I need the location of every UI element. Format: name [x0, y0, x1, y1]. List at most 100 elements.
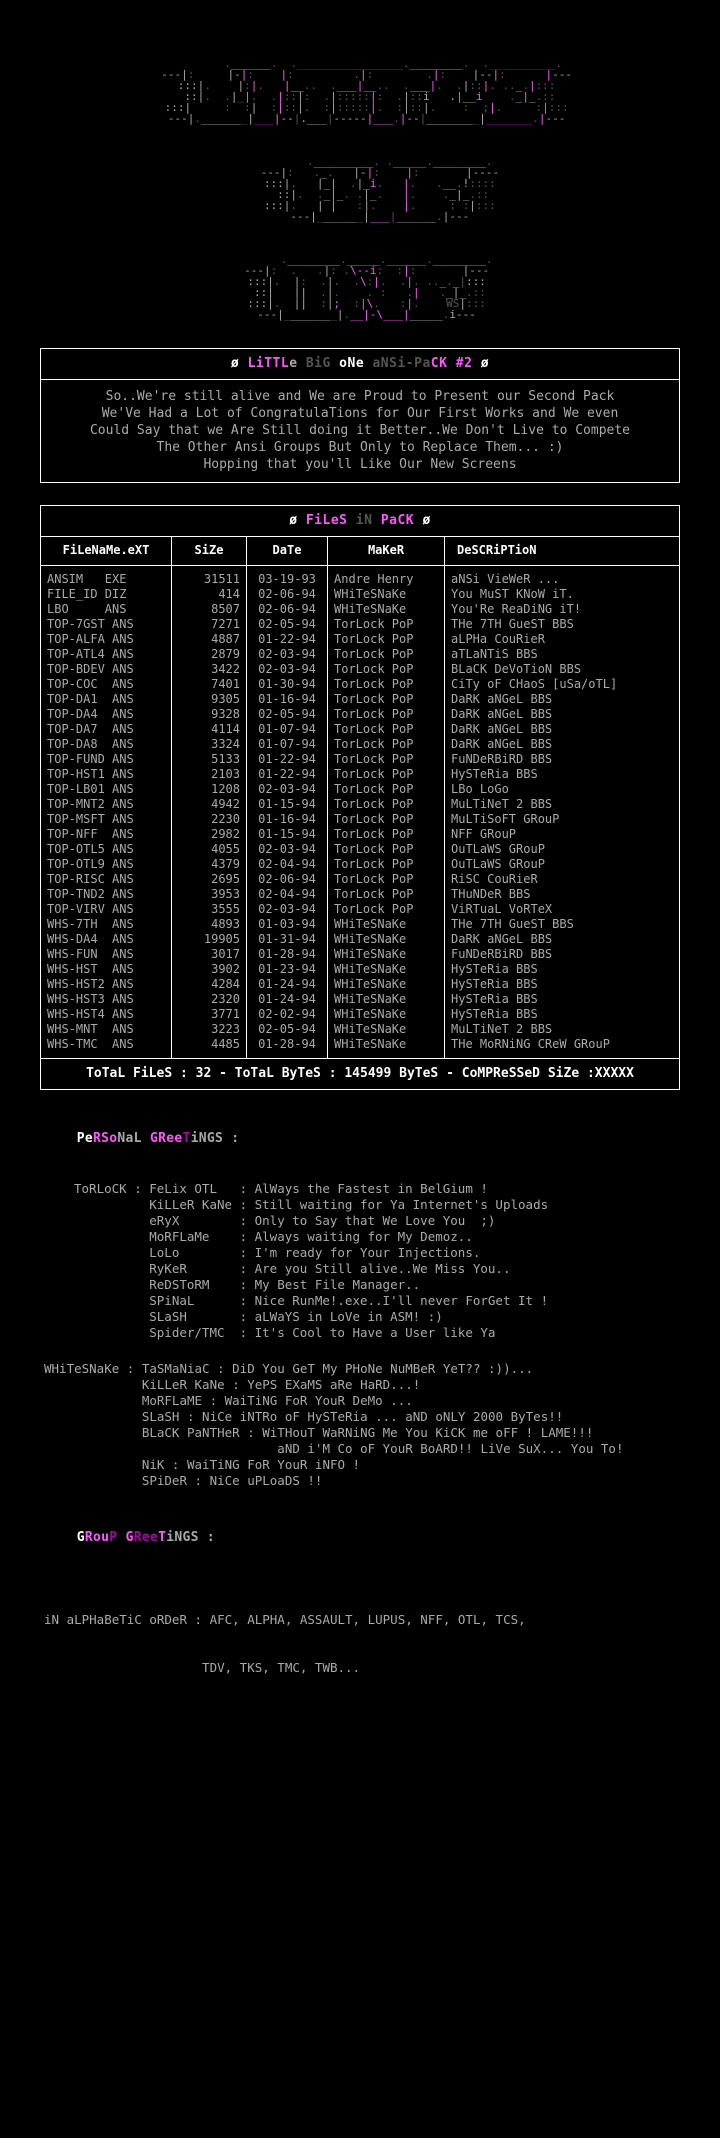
cell-filename: TOP-TND2 ANS — [41, 887, 172, 902]
cell-date: 02-04-94 — [246, 887, 328, 902]
cell-description: MuLTiSoFT GRouP — [451, 812, 560, 826]
table-row[interactable]: WHS-HST ANS 3902 01-23-94 WHiTeSNaKe HySTeRi… — [41, 962, 679, 977]
cell-description: FuNDeRBiRD BBS — [451, 752, 553, 766]
table-row[interactable]: ANSIM EXE 31511 03-19-93 Andre Henry aNSi Vi… — [41, 565, 679, 587]
cell-maker: TorLock PoP — [327, 722, 445, 737]
cell-date: 01-16-94 — [246, 692, 328, 707]
greeting-line: eRyX : Only to Say that We Love You ;) — [74, 1213, 496, 1228]
table-row[interactable]: LBO ANS 8507 02-06-94 WHiTeSNaKe You'Re ReaD… — [41, 602, 679, 617]
table-row[interactable]: WHS-DA4 ANS 19905 01-31-94 WHiTeSNaKe DaRK a… — [41, 932, 679, 947]
cell-date: 01-24-94 — [246, 992, 328, 1007]
group-greetings-section: GRouP GReeTiNGS : iN aLPHaBeTiC oRDeR : … — [0, 1515, 720, 1708]
cell-date: 01-22-94 — [246, 752, 328, 767]
table-row[interactable]: TOP-DA7 ANS 4114 01-07-94 TorLock PoP DaRK a… — [41, 722, 679, 737]
cell-date: 02-03-94 — [246, 782, 328, 797]
cell-date: 01-28-94 — [246, 947, 328, 962]
cell-date: 02-06-94 — [246, 872, 328, 887]
greeting-line: BLaCK PaNTHeR : WiTHouT WaRNiNG Me You K… — [44, 1425, 594, 1440]
cell-date: 02-06-94 — [246, 602, 328, 617]
cell-date: 01-16-94 — [246, 812, 328, 827]
table-row[interactable]: TOP-TND2 ANS 3953 02-04-94 TorLock PoP THuND… — [41, 887, 679, 902]
table-row[interactable]: WHS-FUN ANS 3017 01-28-94 WHiTeSNaKe FuNDeRB… — [41, 947, 679, 962]
cell-maker: TorLock PoP — [327, 872, 445, 887]
table-row[interactable]: TOP-COC ANS 7401 01-30-94 TorLock PoP CiTy o… — [41, 677, 679, 692]
greeting-line: WHiTeSNaKe : TaSMaNiaC : DiD You GeT My … — [44, 1361, 534, 1376]
cell-size: 3902 — [171, 962, 247, 977]
table-row[interactable]: TOP-DA4 ANS 9328 02-05-94 TorLock PoP DaRK a… — [41, 707, 679, 722]
table-row[interactable]: WHS-HST3 ANS 2320 01-24-94 WHiTeSNaKe HySTeR… — [41, 992, 679, 1007]
table-row[interactable]: WHS-HST4 ANS 3771 02-02-94 WHiTeSNaKe HySTeR… — [41, 1007, 679, 1022]
cell-maker: TorLock PoP — [327, 752, 445, 767]
cell-size: 3324 — [171, 737, 247, 752]
gg-head-seg-0: G — [76, 1530, 85, 1545]
table-row[interactable]: WHS-MNT ANS 3223 02-05-94 WHiTeSNaKe MuLTiNe… — [41, 1022, 679, 1037]
table-row[interactable]: TOP-OTL9 ANS 4379 02-04-94 TorLock PoP OuTLa… — [41, 857, 679, 872]
table-row[interactable]: TOP-BDEV ANS 3422 02-03-94 TorLock PoP BLaCK… — [41, 662, 679, 677]
cell-maker: WHiTeSNaKe — [327, 947, 445, 962]
cell-description: MuLTiNeT 2 BBS — [451, 797, 553, 811]
table-row[interactable]: TOP-NFF ANS 2982 01-15-94 TorLock PoP NFF GR… — [41, 827, 679, 842]
ascii-logo-bottom: .________._____.______.________. ---|: .… — [227, 253, 493, 321]
greeting-line: KiLLeR KaNe : Still waiting for Ya Inter… — [74, 1197, 549, 1212]
files-table-body: ANSIM EXE 31511 03-19-93 Andre Henry aNSi Vi… — [41, 565, 679, 1058]
cell-description: DaRK aNGeL BBS — [451, 707, 553, 721]
cell-filename: TOP-DA4 ANS — [41, 707, 172, 722]
cell-date: 02-03-94 — [246, 842, 328, 857]
cell-date: 03-19-93 — [246, 565, 328, 587]
intro-line: So..We're still alive and We are Proud t… — [105, 389, 615, 404]
table-row[interactable]: TOP-FUND ANS 5133 01-22-94 TorLock PoP FuNDe… — [41, 752, 679, 767]
table-row[interactable]: TOP-MNT2 ANS 4942 01-15-94 TorLock PoP MuLTi… — [41, 797, 679, 812]
cell-description: RiSC CouRieR — [451, 872, 538, 886]
table-row[interactable]: TOP-RISC ANS 2695 02-06-94 TorLock PoP RiSC … — [41, 872, 679, 887]
group-greetings-heading: GRouP GReeTiNGS : — [0, 1515, 720, 1560]
cell-description: OuTLaWS GRouP — [451, 842, 545, 856]
cell-maker: WHiTeSNaKe — [327, 587, 445, 602]
cell-description: You MuST KNoW iT. — [451, 587, 574, 601]
table-row[interactable]: FILE_ID DIZ 414 02-06-94 WHiTeSNaKe You MuST… — [41, 587, 679, 602]
cell-date: 02-06-94 — [246, 587, 328, 602]
table-row[interactable]: WHS-7TH ANS 4893 01-03-94 WHiTeSNaKe THe 7TH… — [41, 917, 679, 932]
intro-title-seg-8: ø — [480, 356, 490, 371]
table-row[interactable]: TOP-DA8 ANS 3324 01-07-94 TorLock PoP DaRK a… — [41, 737, 679, 752]
intro-panel: ø LiTTLe BiG oNe aNSi-PaCK #2 ø So..We'r… — [40, 348, 680, 483]
cell-description: DaRK aNGeL BBS — [451, 932, 553, 946]
cell-filename: TOP-COC ANS — [41, 677, 172, 692]
cell-description: CiTy oF CHaoS [uSa/oTL] — [451, 677, 618, 691]
greeting-line: MoRFLaME : WaiTiNG FoR YouR DeMo ... — [44, 1393, 413, 1408]
cell-filename: LBO ANS — [41, 602, 172, 617]
cell-size: 2230 — [171, 812, 247, 827]
table-row[interactable]: TOP-ATL4 ANS 2879 02-03-94 TorLock PoP aTLaN… — [41, 647, 679, 662]
table-row[interactable]: TOP-7GST ANS 7271 02-05-94 TorLock PoP THe 7… — [41, 617, 679, 632]
cell-size: 7271 — [171, 617, 247, 632]
cell-maker: WHiTeSNaKe — [327, 992, 445, 1007]
cell-size: 4893 — [171, 917, 247, 932]
table-row[interactable]: TOP-ALFA ANS 4887 01-22-94 TorLock PoP aLPHa… — [41, 632, 679, 647]
files-title-seg-2: iN — [355, 513, 381, 528]
cell-description: DaRK aNGeL BBS — [451, 692, 553, 706]
table-row[interactable]: WHS-TMC ANS 4485 01-28-94 WHiTeSNaKe THe MoR… — [41, 1037, 679, 1058]
table-row[interactable]: TOP-LB01 ANS 1208 02-03-94 TorLock PoP LBo L… — [41, 782, 679, 797]
cell-size: 4379 — [171, 857, 247, 872]
cell-maker: TorLock PoP — [327, 677, 445, 692]
cell-date: 01-07-94 — [246, 722, 328, 737]
table-row[interactable]: TOP-VIRV ANS 3555 02-03-94 TorLock PoP ViRTu… — [41, 902, 679, 917]
table-row[interactable]: WHS-HST2 ANS 4284 01-24-94 WHiTeSNaKe HySTeR… — [41, 977, 679, 992]
cell-filename: TOP-NFF ANS — [41, 827, 172, 842]
cell-date: 02-03-94 — [246, 662, 328, 677]
cell-size: 2982 — [171, 827, 247, 842]
cell-description: You'Re ReaDiNG iT! — [451, 602, 582, 616]
cell-maker: WHiTeSNaKe — [327, 1037, 445, 1058]
cell-description: DaRK aNGeL BBS — [451, 737, 553, 751]
cell-description: BLaCK DeVoTioN BBS — [451, 662, 582, 676]
cell-filename: TOP-7GST ANS — [41, 617, 172, 632]
table-row[interactable]: TOP-OTL5 ANS 4055 02-03-94 TorLock PoP OuTLa… — [41, 842, 679, 857]
intro-line: We'Ve Had a Lot of CongratulaTions for O… — [101, 406, 619, 421]
greeting-line: MoRFLaMe : Always waiting for My Demoz.. — [74, 1229, 473, 1244]
cell-maker: WHiTeSNaKe — [327, 1007, 445, 1022]
greeting-line: Spider/TMC : It's Cool to Have a User li… — [74, 1325, 496, 1340]
table-row[interactable]: TOP-MSFT ANS 2230 01-16-94 TorLock PoP MuLTi… — [41, 812, 679, 827]
cell-maker: TorLock PoP — [327, 857, 445, 872]
cell-maker: TorLock PoP — [327, 662, 445, 677]
table-row[interactable]: TOP-HST1 ANS 2103 01-22-94 TorLock PoP HySTe… — [41, 767, 679, 782]
table-row[interactable]: TOP-DA1 ANS 9305 01-16-94 TorLock PoP DaRK a… — [41, 692, 679, 707]
